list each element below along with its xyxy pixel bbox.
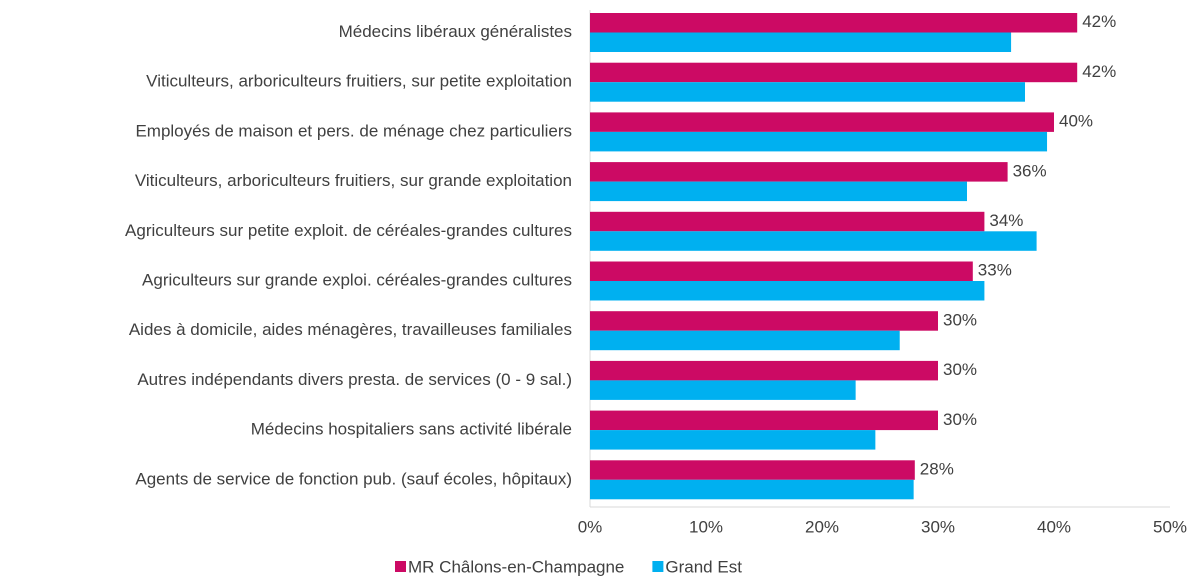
x-tick-label: 40% xyxy=(1037,517,1071,536)
data-label: 30% xyxy=(943,360,977,379)
bar xyxy=(590,211,985,232)
bar xyxy=(590,32,1012,52)
data-label: 42% xyxy=(1082,12,1116,31)
bar xyxy=(590,231,1037,251)
legend-label: Grand Est xyxy=(665,557,742,576)
data-label: 42% xyxy=(1082,62,1116,81)
legend-swatch xyxy=(395,561,406,572)
bar xyxy=(590,82,1025,102)
bar xyxy=(590,112,1054,132)
y-tick-label: Médecins hospitaliers sans activité libé… xyxy=(251,420,572,439)
data-label: 34% xyxy=(989,211,1023,230)
bar xyxy=(590,311,938,331)
y-tick-label: Aides à domicile, aides ménagères, trava… xyxy=(129,320,572,339)
data-label: 36% xyxy=(1013,161,1047,180)
x-tick-label: 10% xyxy=(689,517,723,536)
data-label: 33% xyxy=(978,261,1012,280)
bar xyxy=(590,430,876,450)
bar xyxy=(590,479,914,500)
bar xyxy=(590,131,1048,152)
bar xyxy=(590,330,900,351)
y-tick-label: Employés de maison et pers. de ménage ch… xyxy=(135,121,572,140)
bar xyxy=(590,460,915,480)
bar xyxy=(590,181,967,202)
bar xyxy=(590,360,938,381)
legend-label: MR Châlons-en-Champagne xyxy=(408,557,624,576)
bar xyxy=(590,410,938,431)
bar xyxy=(590,261,973,281)
y-tick-label: Agents de service de fonction pub. (sauf… xyxy=(135,469,572,488)
data-label: 40% xyxy=(1059,112,1093,131)
y-tick-label: Agriculteurs sur grande exploi. céréales… xyxy=(142,270,572,289)
bar xyxy=(590,62,1078,83)
bar xyxy=(590,162,1008,182)
x-tick-label: 30% xyxy=(921,517,955,536)
data-label: 28% xyxy=(920,460,954,479)
bar xyxy=(590,281,985,301)
data-label: 30% xyxy=(943,310,977,329)
x-tick-label: 20% xyxy=(805,517,839,536)
bar xyxy=(590,380,856,400)
bar xyxy=(590,13,1078,33)
y-tick-label: Viticulteurs, arboriculteurs fruitiers, … xyxy=(135,171,572,190)
y-tick-label: Médecins libéraux généralistes xyxy=(339,22,572,41)
x-tick-label: 0% xyxy=(578,517,603,536)
y-tick-label: Viticulteurs, arboriculteurs fruitiers, … xyxy=(146,72,572,91)
data-label: 30% xyxy=(943,410,977,429)
x-tick-label: 50% xyxy=(1153,517,1187,536)
y-tick-label: Agriculteurs sur petite exploit. de céré… xyxy=(125,221,572,240)
y-tick-label: Autres indépendants divers presta. de se… xyxy=(137,370,572,389)
legend-swatch xyxy=(652,561,664,572)
